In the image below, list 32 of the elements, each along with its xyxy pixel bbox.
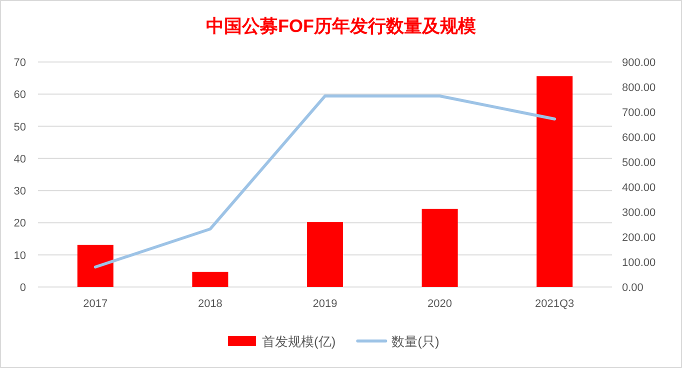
y-tick-label: 40	[14, 153, 26, 166]
y2-tick-label: 600.00	[622, 132, 656, 144]
y2-tick-label: 0.00	[622, 282, 644, 294]
legend-label: 首发规模(亿)	[262, 334, 336, 349]
y2-tick-label: 500.00	[622, 157, 656, 169]
y-tick-label: 0	[20, 282, 26, 294]
bar	[307, 222, 343, 287]
y-tick-label: 20	[14, 218, 26, 230]
x-tick-label: 2019	[312, 298, 338, 310]
y2-tick-label: 100.00	[622, 257, 656, 269]
y2-tick-label: 900.00	[622, 57, 656, 69]
y2-tick-label: 300.00	[622, 207, 656, 219]
chart-title: 中国公募FOF历年发行数量及规模	[206, 16, 476, 36]
x-tick-label: 2017	[83, 298, 108, 310]
bar	[192, 272, 228, 287]
line-series	[94, 94, 556, 268]
y2-tick-label: 400.00	[622, 182, 656, 194]
y2-tick-label: 800.00	[622, 82, 656, 94]
bar	[422, 208, 458, 287]
y-tick-label: 10	[14, 250, 26, 262]
y2-tick-label: 700.00	[622, 107, 656, 119]
y2-tick-label: 200.00	[622, 232, 656, 244]
y-tick-label: 30	[14, 186, 26, 198]
y-tick-label: 70	[14, 57, 26, 69]
y-tick-label: 60	[14, 89, 26, 102]
legend-label: 数量(只)	[392, 334, 440, 349]
y-tick-label: 50	[14, 121, 26, 134]
x-tick-label: 2020	[428, 298, 452, 310]
x-tick-label: 2018	[198, 298, 222, 310]
bar	[536, 76, 573, 287]
x-tick-label: 2021Q3	[535, 298, 574, 310]
bar	[77, 244, 114, 287]
